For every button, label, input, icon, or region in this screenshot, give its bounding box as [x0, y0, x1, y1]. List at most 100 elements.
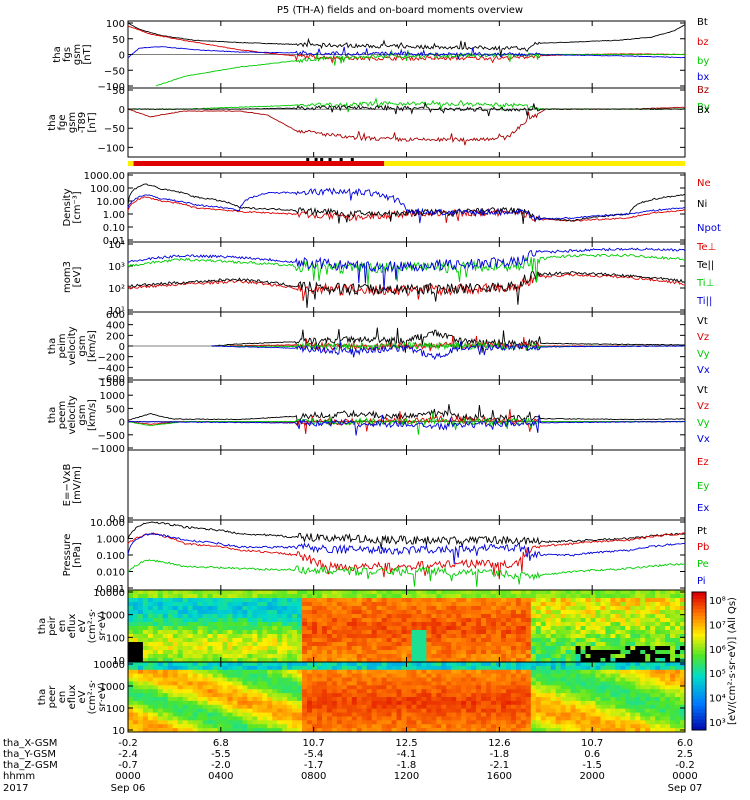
heatmap-cell — [515, 720, 522, 725]
heatmap-cell — [391, 614, 397, 619]
heatmap-cell — [431, 685, 437, 690]
heatmap-cell — [600, 590, 606, 595]
heatmap-cell — [625, 638, 631, 643]
heatmap-cell — [242, 700, 248, 706]
heatmap-cell — [655, 665, 661, 671]
legend-entry: Vz — [697, 401, 709, 412]
heatmap-cell — [411, 618, 417, 623]
heatmap-cell — [237, 689, 243, 694]
heatmap-cell — [217, 685, 223, 690]
heatmap-cell — [302, 598, 308, 603]
heatmap-cell — [421, 610, 427, 615]
heatmap-cell — [481, 634, 487, 639]
heatmap-cell — [570, 638, 576, 643]
heatmap-cell — [137, 708, 144, 713]
heatmap-cell — [406, 708, 412, 713]
heatmap-cell — [157, 606, 164, 611]
heatmap-cell — [361, 618, 368, 623]
heatmap-cell — [157, 693, 164, 698]
heatmap-cell — [431, 697, 437, 702]
heatmap-cell — [197, 662, 203, 667]
heatmap-cell — [262, 689, 268, 694]
heatmap-cell — [237, 654, 243, 659]
heatmap-cell — [441, 610, 447, 615]
heatmap-cell — [177, 634, 184, 639]
heatmap-cell — [381, 658, 387, 663]
heatmap-cell — [635, 704, 641, 710]
heatmap-cell — [471, 638, 477, 643]
heatmap-cell — [630, 665, 636, 671]
heatmap-cell — [436, 712, 442, 717]
heatmap-cell — [277, 728, 283, 733]
heatmap-cell — [481, 720, 487, 725]
heatmap-cell — [670, 638, 676, 643]
heatmap-cell — [212, 650, 218, 655]
heatmap-cell — [142, 724, 149, 729]
heatmap-cell — [321, 658, 328, 663]
heatmap-cell — [515, 610, 522, 615]
heatmap-cell — [456, 665, 462, 671]
heatmap-cell — [560, 646, 567, 651]
heatmap-cell — [381, 602, 387, 607]
heatmap-cell — [635, 622, 641, 627]
heatmap-cell — [565, 662, 572, 667]
heatmap-cell — [202, 654, 208, 659]
heatmap-cell — [307, 685, 313, 690]
heatmap-cell — [545, 638, 552, 643]
heatmap-cell — [336, 622, 343, 627]
y-label-line: velocity — [67, 326, 78, 365]
heatmap-cell — [182, 693, 189, 698]
mode-bar-marker — [320, 158, 324, 161]
heatmap-cell — [366, 665, 373, 671]
heatmap-cell — [411, 673, 417, 678]
heatmap-cell — [670, 658, 676, 663]
heatmap-cell — [441, 724, 447, 729]
heatmap-cell — [172, 697, 179, 702]
heatmap-cell — [376, 693, 383, 698]
heatmap-cell — [615, 638, 621, 643]
heatmap-cell — [630, 689, 636, 694]
heatmap-cell — [242, 622, 248, 627]
heatmap-cell — [426, 704, 432, 710]
heatmap-cell — [232, 598, 238, 603]
heatmap-cell — [441, 677, 447, 682]
heatmap-cell — [476, 697, 482, 702]
heatmap-cell — [321, 654, 328, 659]
heatmap-cell — [307, 724, 313, 729]
heatmap-cell — [316, 720, 323, 725]
heatmap-cell — [237, 590, 243, 595]
heatmap-cell — [635, 720, 641, 725]
heatmap-cell — [655, 697, 661, 702]
heatmap-cell — [227, 704, 233, 710]
heatmap-cell — [356, 720, 363, 725]
heatmap-cell — [545, 720, 552, 725]
heatmap-cell — [525, 626, 532, 631]
heatmap-cell — [505, 602, 512, 607]
heatmap-cell — [267, 662, 273, 667]
heatmap-cell — [515, 728, 522, 733]
heatmap-cell — [396, 700, 402, 706]
heatmap-cell — [152, 662, 159, 667]
heatmap-cell — [366, 638, 373, 643]
heatmap-cell — [585, 634, 591, 639]
heatmap-cell — [555, 681, 562, 686]
heatmap-cell — [237, 594, 243, 599]
heatmap-cell — [491, 638, 497, 643]
heatmap-cell — [336, 610, 343, 615]
heatmap-cell — [530, 712, 537, 717]
colorbar-cell — [692, 595, 706, 600]
heatmap-cell — [421, 689, 427, 694]
heatmap-cell — [615, 669, 621, 675]
heatmap-cell — [326, 693, 333, 698]
heatmap-cell — [486, 610, 492, 615]
heatmap-cell — [461, 614, 467, 619]
heatmap-cell — [510, 693, 517, 698]
heatmap-cell — [416, 622, 422, 627]
heatmap-cell — [381, 708, 387, 713]
heatmap-cell — [575, 704, 581, 710]
heatmap-cell — [366, 673, 373, 678]
heatmap-cell — [580, 669, 586, 675]
heatmap-cell — [401, 681, 407, 686]
heatmap-cell — [555, 590, 562, 595]
heatmap-cell — [267, 614, 273, 619]
